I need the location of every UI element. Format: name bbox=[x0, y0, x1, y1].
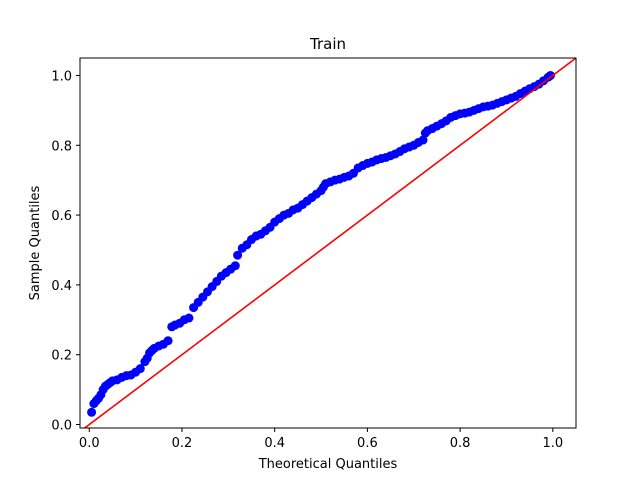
y-tick-label: 0.2 bbox=[51, 349, 72, 364]
x-tick-label: 0.4 bbox=[264, 436, 285, 451]
x-tick-label: 0.8 bbox=[450, 436, 471, 451]
data-point bbox=[233, 250, 243, 260]
data-point bbox=[230, 261, 240, 271]
data-point bbox=[546, 70, 555, 80]
y-tick-label: 0.4 bbox=[51, 279, 72, 294]
x-tick-label: 0.0 bbox=[79, 436, 100, 451]
x-tick-label: 0.2 bbox=[172, 436, 193, 451]
y-tick-label: 1.0 bbox=[51, 69, 72, 84]
chart-title: Train bbox=[309, 35, 346, 53]
data-point bbox=[184, 313, 194, 323]
plot-area bbox=[79, 57, 577, 429]
data-point bbox=[418, 135, 428, 145]
x-axis-ticks: 0.0 0.2 0.4 0.6 0.8 1.0 bbox=[79, 428, 563, 451]
data-point bbox=[163, 336, 173, 346]
y-tick-label: 0.8 bbox=[51, 139, 72, 154]
y-tick-label: 0.0 bbox=[51, 419, 72, 434]
plot-frame bbox=[79, 57, 577, 429]
y-axis-ticks: 0.0 0.2 0.4 0.6 0.8 1.0 bbox=[51, 69, 80, 434]
x-axis-label: Theoretical Quantiles bbox=[258, 457, 398, 472]
y-tick-label: 0.6 bbox=[51, 209, 72, 224]
x-tick-label: 1.0 bbox=[542, 436, 563, 451]
x-tick-label: 0.6 bbox=[357, 436, 378, 451]
data-point bbox=[135, 364, 145, 374]
reference-line bbox=[83, 58, 576, 428]
data-point bbox=[87, 407, 97, 417]
y-axis-label: Sample Quantiles bbox=[28, 185, 43, 300]
